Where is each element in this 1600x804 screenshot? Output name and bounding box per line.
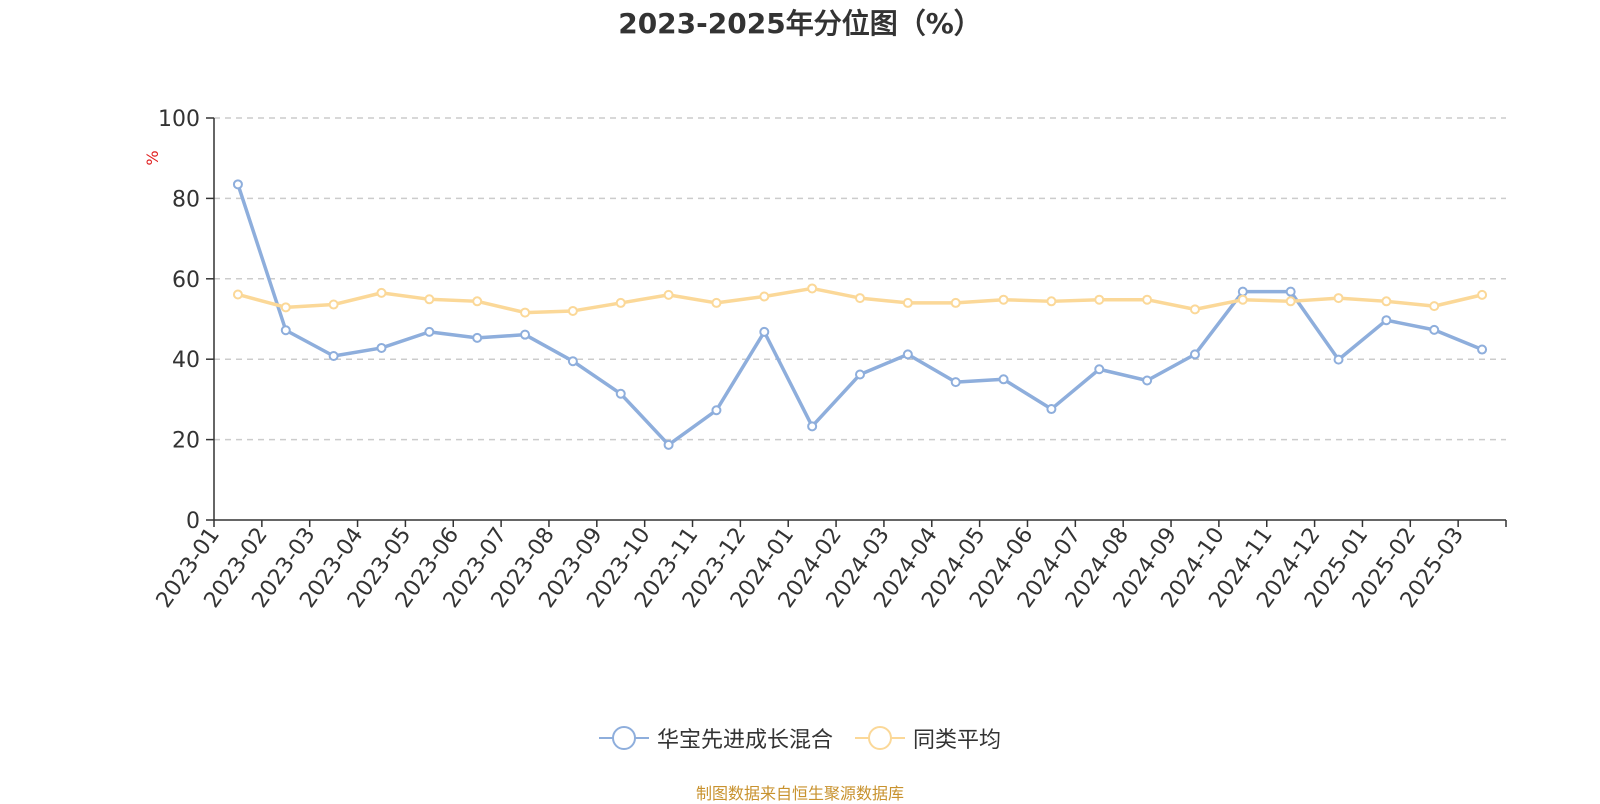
y-tick-label: 0 [186, 509, 200, 534]
data-point [759, 291, 770, 302]
legend-swatch-average [855, 726, 905, 750]
legend: 华宝先进成长混合 同类平均 [0, 722, 1600, 754]
data-point [1237, 294, 1248, 305]
data-point [1285, 286, 1296, 297]
data-point [759, 326, 770, 337]
data-point [902, 349, 913, 360]
data-point [1429, 301, 1440, 312]
data-point [998, 374, 1009, 385]
data-point [902, 297, 913, 308]
legend-label-average: 同类平均 [913, 728, 1002, 753]
data-point [424, 294, 435, 305]
data-point [328, 350, 339, 361]
data-point [1237, 286, 1248, 297]
data-point [1285, 296, 1296, 307]
data-point [1189, 349, 1200, 360]
data-point [424, 326, 435, 337]
data-point [472, 332, 483, 343]
data-point [663, 289, 674, 300]
data-point [711, 297, 722, 308]
data-point [1477, 344, 1488, 355]
data-point [855, 293, 865, 304]
data-point [567, 356, 578, 367]
data-point [998, 294, 1009, 305]
data-point [1142, 375, 1153, 386]
series-line-0 [236, 183, 1483, 447]
data-point [1477, 289, 1488, 300]
data-point [615, 388, 626, 399]
data-source-note: 制图数据来自恒生聚源数据库 [695, 784, 904, 803]
grid-lines [214, 117, 1506, 441]
data-point [1046, 296, 1057, 307]
data-point [280, 302, 291, 313]
y-tick-label: 60 [172, 268, 200, 293]
legend-item-average[interactable]: 同类平均 [855, 722, 1001, 754]
chart-title: 2023-2025年分位图（%） [618, 7, 982, 40]
y-axis-label: % [143, 150, 162, 165]
data-point [1333, 354, 1344, 365]
data-point [807, 421, 818, 432]
data-point [376, 342, 387, 353]
data-point [950, 377, 961, 388]
legend-item-fund[interactable]: 华宝先进成长混合 [598, 722, 833, 754]
y-tick-label: 100 [158, 107, 200, 132]
y-tick-label: 40 [172, 348, 200, 373]
data-point [232, 289, 243, 300]
data-point [520, 329, 531, 340]
data-point [711, 405, 722, 416]
data-point [663, 439, 674, 450]
data-point [855, 369, 865, 380]
data-point [807, 283, 818, 294]
data-point [1094, 294, 1105, 305]
data-point [1046, 404, 1057, 415]
data-point [615, 297, 626, 308]
data-point [1189, 304, 1200, 315]
data-point [1333, 293, 1344, 304]
data-point [520, 307, 531, 318]
legend-label-fund: 华宝先进成长混合 [656, 728, 833, 753]
legend-swatch-fund [598, 726, 649, 750]
data-point [1429, 324, 1440, 335]
data-point [1381, 296, 1392, 307]
data-point [232, 179, 243, 190]
data-point [376, 287, 387, 298]
y-tick-label: 80 [172, 187, 200, 212]
data-point [1142, 294, 1153, 305]
data-point [1381, 315, 1392, 326]
data-point [950, 297, 961, 308]
data-point [280, 325, 291, 336]
data-point [567, 305, 578, 316]
series-lines [232, 179, 1488, 450]
data-point [328, 299, 339, 310]
data-point [472, 296, 483, 307]
y-tick-label: 20 [172, 429, 200, 454]
data-point [1094, 364, 1105, 375]
